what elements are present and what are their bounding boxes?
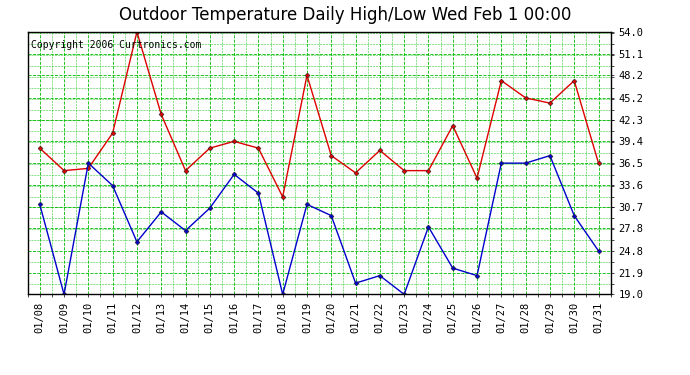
Text: Outdoor Temperature Daily High/Low Wed Feb 1 00:00: Outdoor Temperature Daily High/Low Wed F… [119, 6, 571, 24]
Text: Copyright 2006 Curtronics.com: Copyright 2006 Curtronics.com [30, 40, 201, 50]
